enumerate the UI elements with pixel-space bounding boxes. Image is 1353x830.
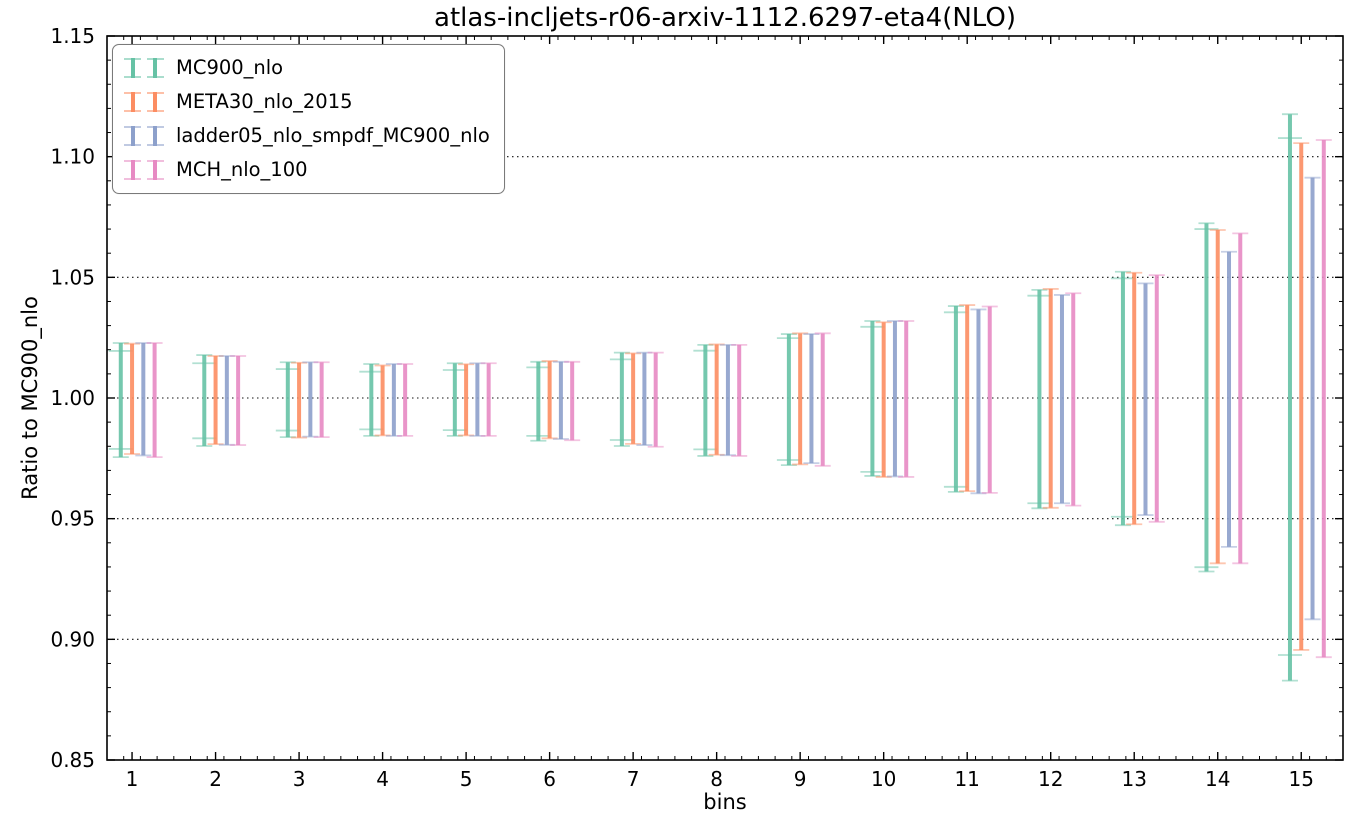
y-tick-label: 1.00 [50,386,95,410]
x-tick-label: 11 [954,767,979,791]
legend-label: MC900_nlo [176,56,284,79]
chart-title: atlas-incljets-r06-arxiv-1112.6297-eta4(… [434,3,1016,33]
y-tick-label: 1.10 [50,145,95,169]
legend-label: MCH_nlo_100 [176,158,308,181]
errorbar-swatch-icon [124,92,164,112]
x-tick-label: 8 [710,767,723,791]
x-tick-label: 12 [1038,767,1063,791]
x-tick-label: 2 [209,767,222,791]
x-tick-label: 15 [1289,767,1314,791]
x-tick-label: 13 [1121,767,1146,791]
errorbar-swatch-icon [124,160,164,180]
y-tick-label: 0.90 [50,627,95,651]
legend-item: MC900_nlo [122,52,490,84]
legend-item: ladder05_nlo_smpdf_MC900_nlo [122,120,490,152]
y-tick-label: 1.05 [50,265,95,289]
errorbar-swatch-icon [124,58,164,78]
plot-frame [106,35,1344,761]
x-tick-label: 4 [376,767,389,791]
legend-item: MCH_nlo_100 [122,154,490,186]
x-tick-label: 10 [871,767,896,791]
legend-item: META30_nlo_2015 [122,86,490,118]
x-tick-label: 9 [794,767,807,791]
x-tick-label: 5 [460,767,473,791]
y-tick-label: 0.95 [50,507,95,531]
errorbar-swatch-icon [124,126,164,146]
x-tick-label: 1 [126,767,139,791]
x-tick-label: 7 [627,767,640,791]
x-tick-label: 14 [1205,767,1230,791]
legend-label: META30_nlo_2015 [176,90,353,113]
y-tick-label: 0.85 [50,748,95,772]
legend: MC900_nlo META30_nlo_2015 ladder05_nlo_s… [112,44,505,194]
x-tick-label: 6 [543,767,556,791]
x-axis-label: bins [703,790,747,814]
legend-label: ladder05_nlo_smpdf_MC900_nlo [176,124,490,147]
y-tick-label: 1.15 [50,24,95,48]
x-tick-label: 3 [293,767,306,791]
